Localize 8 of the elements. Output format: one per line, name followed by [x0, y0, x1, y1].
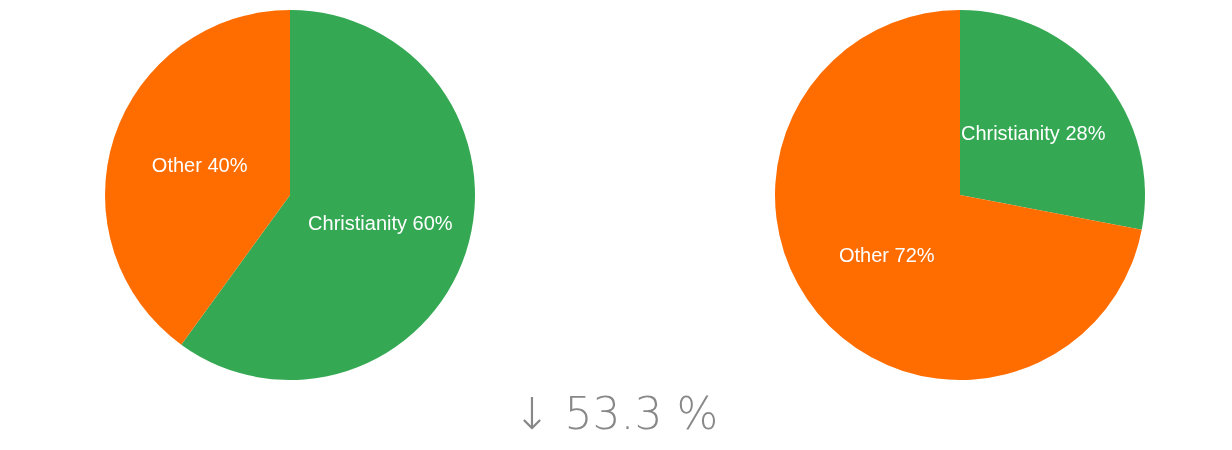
slice-label: Christianity 28%	[960, 122, 1106, 145]
slice-label: Other 72%	[839, 243, 935, 266]
text: ↓ 53.3 %	[512, 388, 720, 439]
pie-slice	[105, 10, 290, 345]
slice-label: Christianity 60%	[308, 212, 453, 235]
slice-label: Other 40%	[151, 153, 248, 176]
pie-slice	[775, 10, 1142, 380]
pie-slice	[960, 10, 1145, 230]
